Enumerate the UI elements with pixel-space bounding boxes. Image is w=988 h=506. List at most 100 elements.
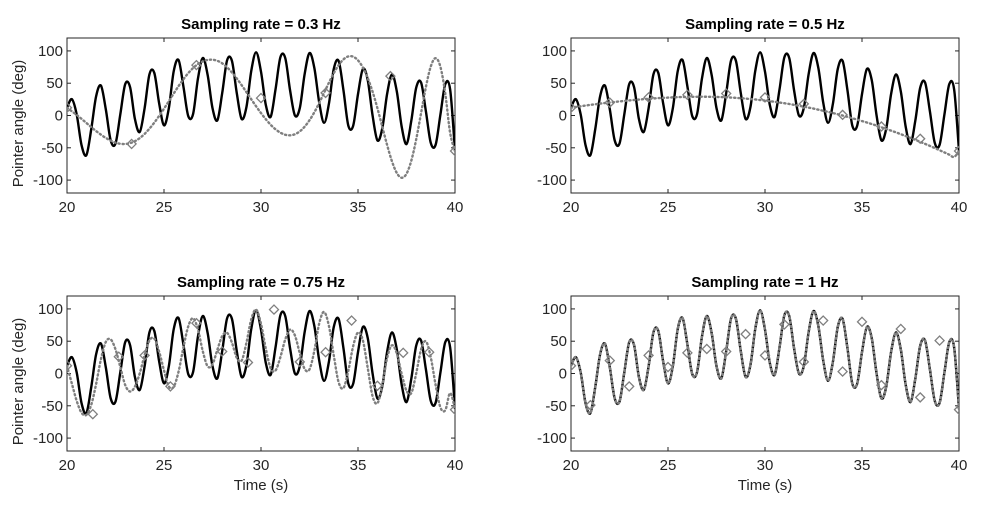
y-tick-label: 100 — [542, 43, 567, 60]
sample-point — [953, 404, 959, 416]
y-tick-label: -100 — [537, 430, 567, 447]
sample-point — [759, 349, 771, 361]
y-axis-label: Pointer angle (deg) — [10, 318, 27, 446]
sample-point — [759, 91, 771, 103]
x-tick-label: 40 — [951, 199, 968, 216]
x-tick-label: 40 — [447, 199, 464, 216]
y-tick-label: 0 — [559, 108, 567, 125]
chart-title: Sampling rate = 0.3 Hz — [181, 16, 341, 33]
sample-markers — [67, 59, 455, 157]
sample-point — [397, 347, 409, 359]
sample-point — [895, 323, 907, 335]
subplot-3: 20 25 30 35 40 100 50 0 -50 -100 Sampling rate = 0… — [10, 274, 463, 494]
y-tick-label: -50 — [41, 140, 63, 157]
y-tick-label: 100 — [542, 301, 567, 318]
sample-point — [953, 145, 959, 157]
x-tick-label: 35 — [854, 457, 871, 474]
sample-point — [190, 317, 202, 329]
sample-point — [798, 98, 810, 110]
sample-point — [67, 360, 73, 372]
plot-area — [571, 51, 959, 159]
sample-point — [67, 102, 73, 114]
sample-point — [449, 404, 455, 416]
sample-point — [604, 97, 616, 109]
x-tick-label: 25 — [156, 199, 173, 216]
sample-point — [242, 357, 254, 368]
y-tick-label: -100 — [33, 430, 63, 447]
x-tick-label: 30 — [757, 199, 774, 216]
chart-title: Sampling rate = 1 Hz — [691, 274, 838, 291]
y-tick-label: 50 — [46, 333, 63, 350]
sample-point — [837, 366, 849, 377]
sample-point — [798, 356, 810, 368]
x-tick-label: 20 — [59, 199, 76, 216]
interpolated-line — [67, 54, 455, 179]
y-tick-label: 50 — [46, 75, 63, 92]
x-tick-label: 30 — [253, 199, 270, 216]
x-tick-label: 25 — [660, 199, 677, 216]
plot-area — [571, 309, 959, 416]
signal-line — [571, 51, 959, 157]
interpolated-line — [571, 309, 959, 415]
x-tick-label: 35 — [854, 199, 871, 216]
axes-box — [570, 37, 960, 194]
sample-point — [371, 380, 383, 392]
y-tick-label: -100 — [33, 172, 63, 189]
y-tick-label: 0 — [55, 108, 63, 125]
sample-point — [681, 347, 693, 359]
y-axis-label: Pointer angle (deg) — [10, 60, 27, 188]
sample-point — [113, 351, 125, 363]
sample-point — [294, 356, 306, 368]
subplot-2: 20 25 30 35 40 100 50 0 -50 -100 Sampling rate = 0… — [537, 16, 967, 216]
sample-point — [164, 380, 176, 392]
x-tick-label: 25 — [156, 457, 173, 474]
axes-box — [66, 37, 456, 194]
sample-point — [584, 399, 596, 411]
plot-area — [67, 304, 455, 420]
sample-point — [87, 408, 99, 420]
sample-markers — [67, 304, 455, 420]
sample-point — [346, 315, 358, 326]
signal-line — [67, 309, 455, 415]
sample-point — [190, 59, 202, 71]
sample-point — [875, 121, 887, 132]
chart-title: Sampling rate = 0.5 Hz — [685, 16, 845, 33]
x-tick-label: 30 — [253, 457, 270, 474]
sample-point — [216, 346, 228, 357]
x-tick-label: 40 — [951, 457, 968, 474]
subplot-1: 20 25 30 35 40 100 50 0 -50 -100 Sampling rate = 0… — [10, 16, 463, 216]
y-tick-label: -50 — [545, 140, 567, 157]
x-tick-label: 20 — [563, 199, 580, 216]
sample-point — [720, 346, 732, 357]
sample-point — [423, 346, 435, 358]
sample-point — [604, 355, 616, 367]
sample-point — [778, 318, 790, 330]
sample-markers — [571, 88, 959, 157]
x-tick-label: 35 — [350, 457, 367, 474]
sample-point — [934, 335, 946, 346]
interpolated-line — [67, 308, 455, 417]
sample-point — [681, 89, 693, 101]
y-tick-label: 50 — [550, 75, 567, 92]
sample-point — [701, 343, 713, 355]
x-axis-label: Time (s) — [234, 477, 288, 494]
sample-markers — [571, 315, 959, 416]
sample-point — [449, 145, 455, 157]
sample-point — [255, 92, 267, 104]
sample-point — [571, 360, 577, 372]
interpolated-line — [571, 95, 959, 159]
sample-point — [139, 349, 151, 361]
subplot-4: 20 25 30 35 40 100 50 0 -50 -100 Sampling rate = 1… — [537, 274, 967, 494]
y-tick-label: -50 — [545, 398, 567, 415]
sample-point — [720, 88, 732, 99]
y-tick-label: -100 — [537, 172, 567, 189]
sample-point — [643, 349, 655, 361]
y-tick-label: 0 — [55, 366, 63, 383]
x-tick-label: 20 — [563, 457, 580, 474]
sample-point — [817, 315, 829, 326]
sample-point — [875, 379, 887, 391]
x-axis-label: Time (s) — [738, 477, 792, 494]
sample-point — [914, 133, 926, 145]
sample-point — [320, 87, 332, 99]
